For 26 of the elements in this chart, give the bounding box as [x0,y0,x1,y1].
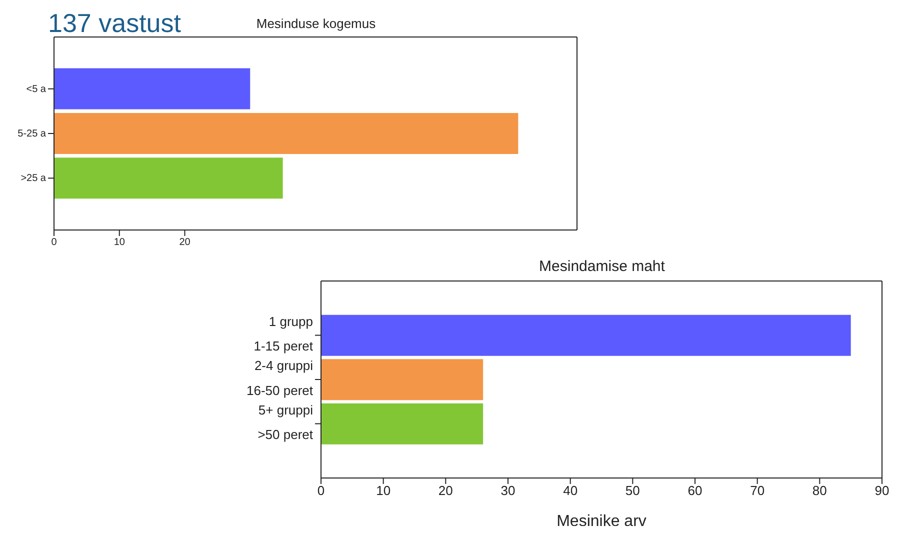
x-tick-label: 70 [750,483,765,498]
y-tick-label: <5 a [26,83,46,94]
x-tick-label: 20 [438,483,453,498]
bar [54,158,283,199]
x-tick-label: 10 [114,237,126,248]
x-tick-label: 60 [688,483,702,498]
x-tick-label: 40 [563,483,578,498]
y-tick-label: 1 grupp 1-15 peret [254,314,314,354]
x-tick-label: 10 [376,483,391,498]
y-tick-label: 5-25 a [18,128,46,140]
x-tick-label: 80 [812,483,827,498]
x-tick-label: 0 [51,237,58,248]
annotation: 137 vastust [48,8,181,38]
x-axis-title: Mesinike arv [556,513,646,530]
x-tick-label: 90 [874,483,890,498]
chart-title: Mesinduse kogemus [256,16,376,31]
bar [54,112,518,154]
y-tick-label: 2-4 gruppi 16-50 peret [246,358,314,398]
x-tick-label: 20 [179,237,191,248]
x-tick-label: 0 [317,483,325,498]
x-tick-label: 50 [625,483,640,498]
x-tick-label: 30 [500,483,516,498]
y-tick-label: >25 a [20,172,46,184]
chart-title: Mesindamise maht [538,258,666,275]
bar [54,68,250,110]
y-tick-label: 5+ gruppi >50 peret [258,402,314,443]
